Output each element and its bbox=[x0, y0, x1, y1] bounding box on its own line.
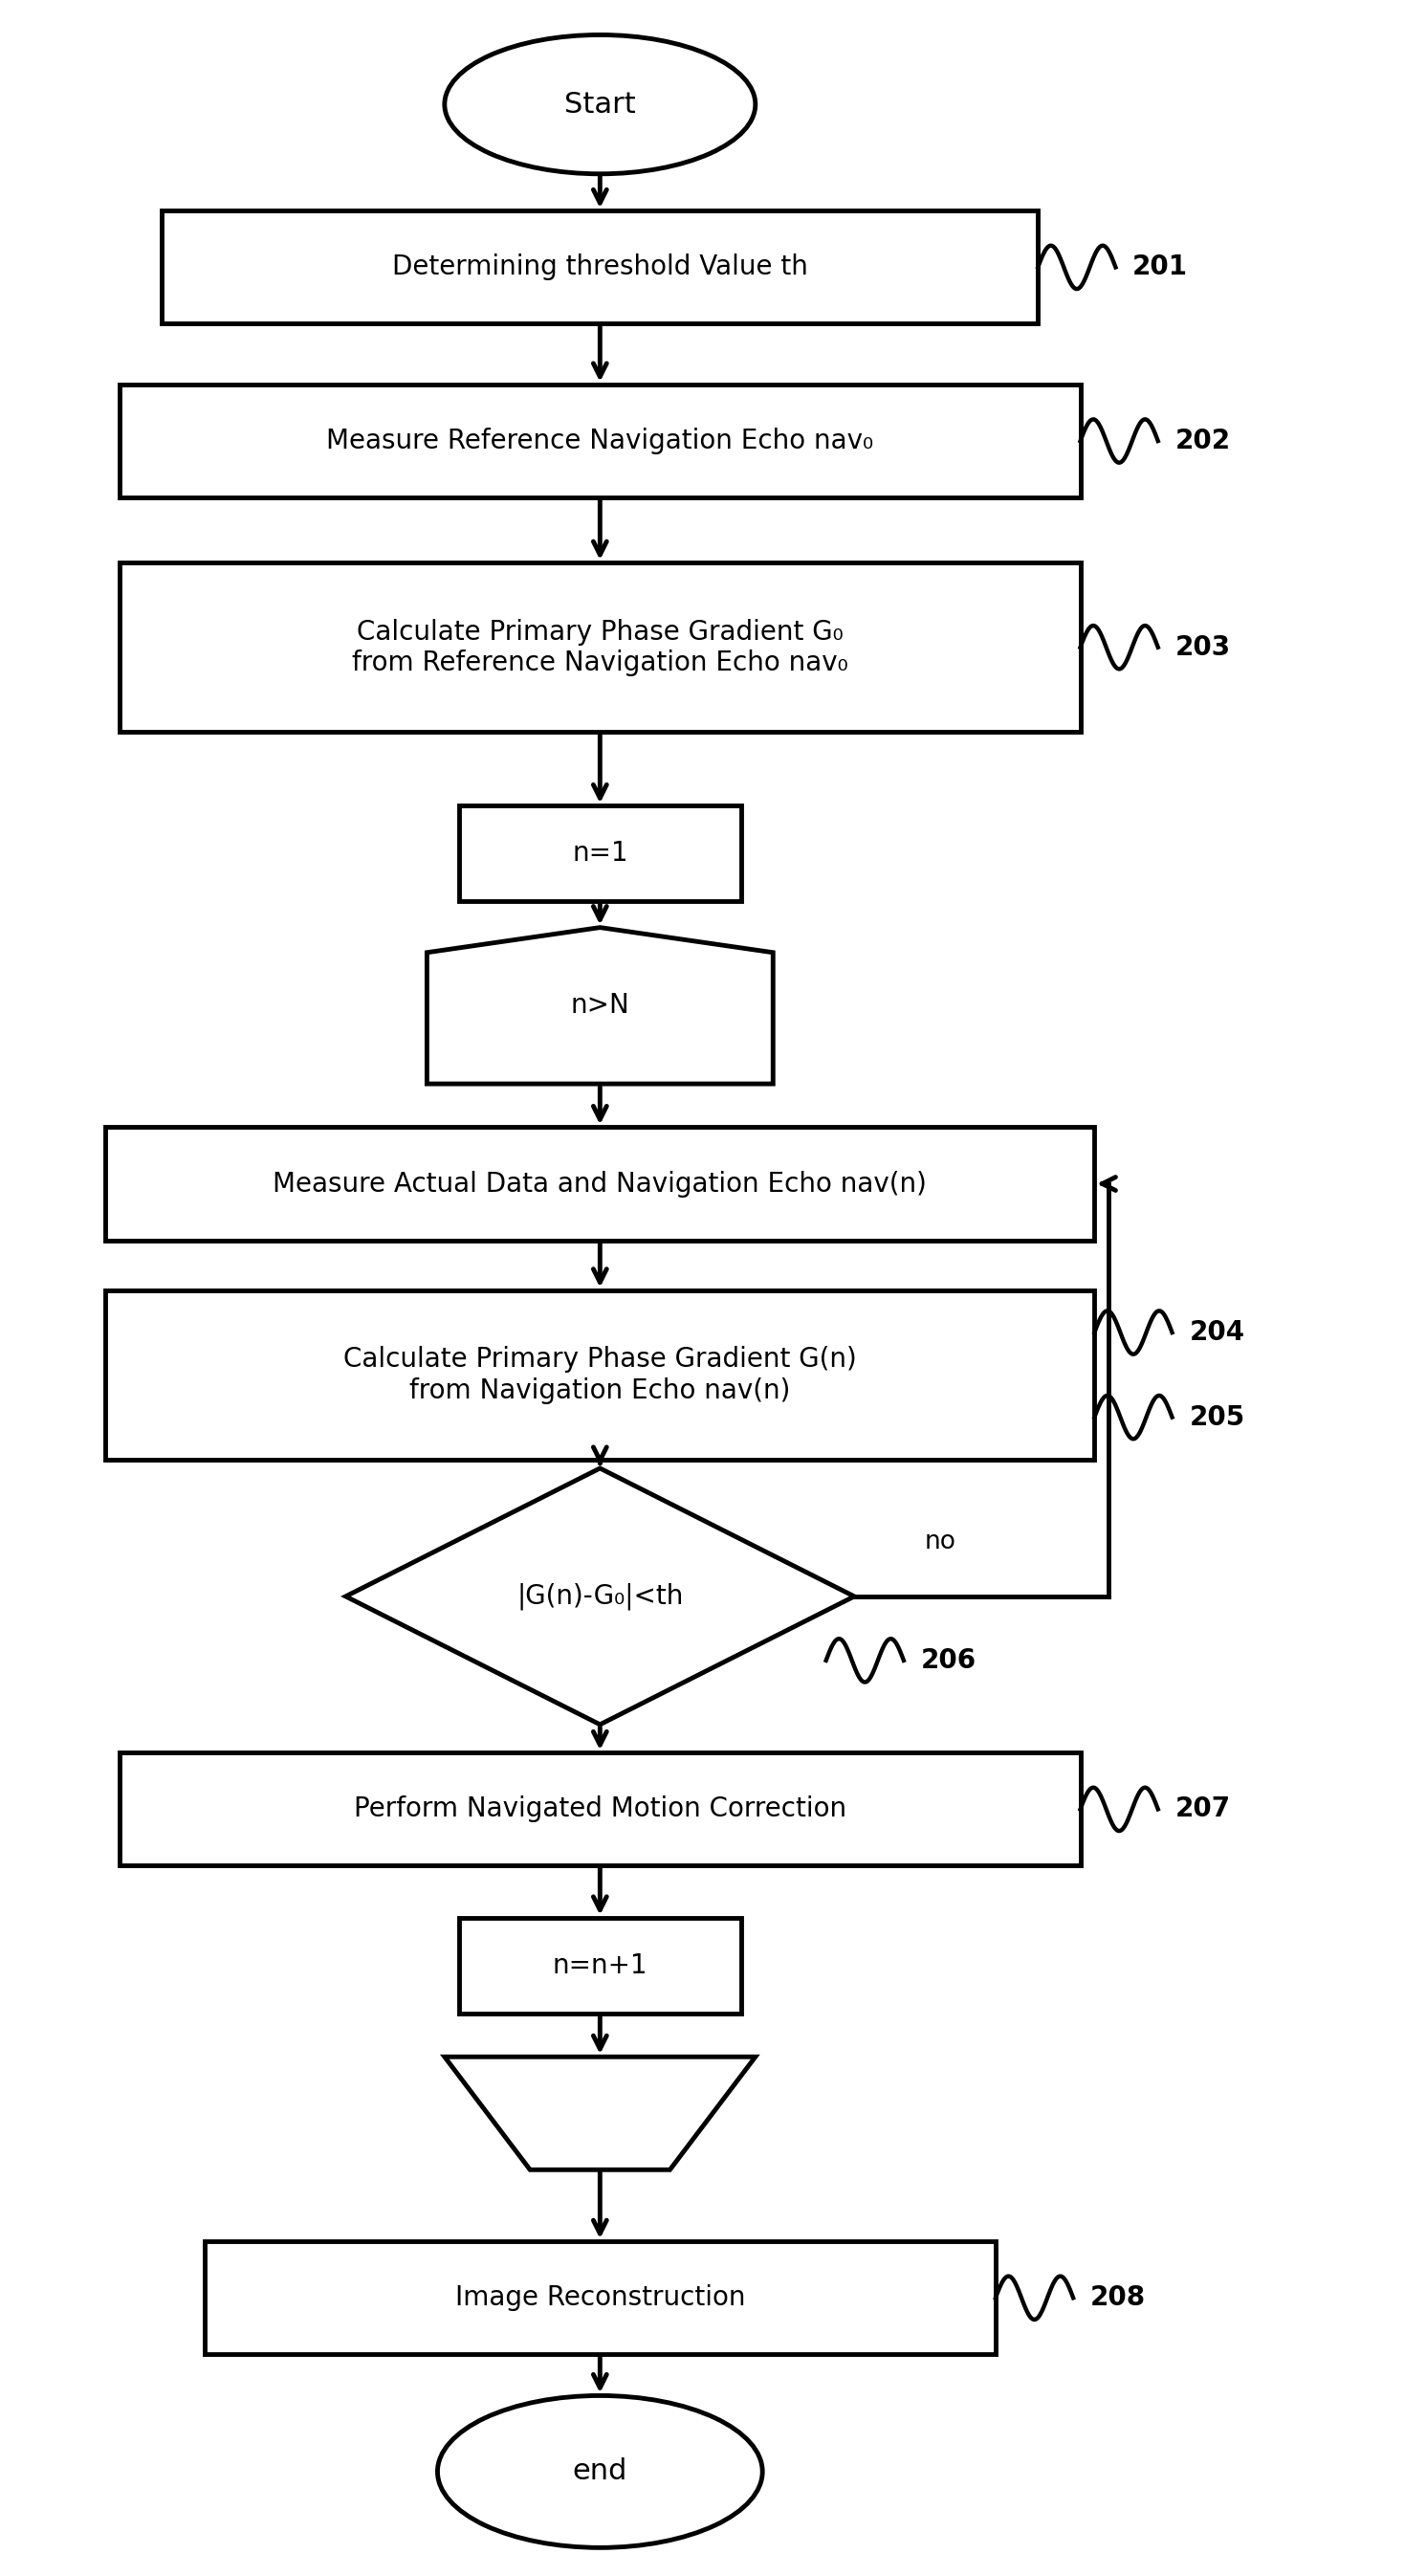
Text: n>N: n>N bbox=[570, 992, 629, 1020]
Text: end: end bbox=[573, 2458, 627, 2486]
Bar bbox=[163, 211, 1038, 325]
Polygon shape bbox=[426, 927, 773, 1084]
Bar bbox=[459, 806, 742, 902]
Text: Calculate Primary Phase Gradient G(n)
from Navigation Echo nav(n): Calculate Primary Phase Gradient G(n) fr… bbox=[344, 1347, 857, 1404]
Ellipse shape bbox=[438, 2396, 763, 2548]
Text: Measure Reference Navigation Echo nav₀: Measure Reference Navigation Echo nav₀ bbox=[327, 428, 874, 453]
Bar bbox=[106, 1128, 1094, 1239]
Text: 204: 204 bbox=[1189, 1319, 1245, 1345]
Ellipse shape bbox=[445, 36, 756, 173]
Bar bbox=[459, 1917, 742, 2014]
Bar bbox=[120, 562, 1081, 732]
Text: 205: 205 bbox=[1189, 1404, 1245, 1430]
Text: no: no bbox=[925, 1530, 957, 1553]
Text: Image Reconstruction: Image Reconstruction bbox=[455, 2285, 746, 2311]
Text: 207: 207 bbox=[1175, 1795, 1231, 1824]
Text: |G(n)-G₀|<th: |G(n)-G₀|<th bbox=[516, 1582, 683, 1610]
Text: Determining threshold Value th: Determining threshold Value th bbox=[392, 255, 809, 281]
Text: Start: Start bbox=[565, 90, 636, 118]
Text: Measure Actual Data and Navigation Echo nav(n): Measure Actual Data and Navigation Echo … bbox=[272, 1170, 927, 1198]
Text: 202: 202 bbox=[1175, 428, 1231, 453]
Bar bbox=[120, 384, 1081, 497]
Text: 203: 203 bbox=[1175, 634, 1231, 659]
Polygon shape bbox=[345, 1468, 854, 1723]
Text: yes: yes bbox=[578, 1747, 622, 1772]
Text: 206: 206 bbox=[921, 1646, 977, 1674]
Bar bbox=[120, 1752, 1081, 1865]
Polygon shape bbox=[445, 2056, 756, 2169]
Bar bbox=[204, 2241, 995, 2354]
Text: 208: 208 bbox=[1091, 2285, 1145, 2311]
Text: n=1: n=1 bbox=[572, 840, 627, 868]
Text: Calculate Primary Phase Gradient G₀
from Reference Navigation Echo nav₀: Calculate Primary Phase Gradient G₀ from… bbox=[352, 618, 848, 677]
Text: n=n+1: n=n+1 bbox=[552, 1953, 647, 1978]
Text: Perform Navigated Motion Correction: Perform Navigated Motion Correction bbox=[354, 1795, 846, 1824]
Text: 201: 201 bbox=[1132, 255, 1188, 281]
Bar bbox=[106, 1291, 1094, 1461]
